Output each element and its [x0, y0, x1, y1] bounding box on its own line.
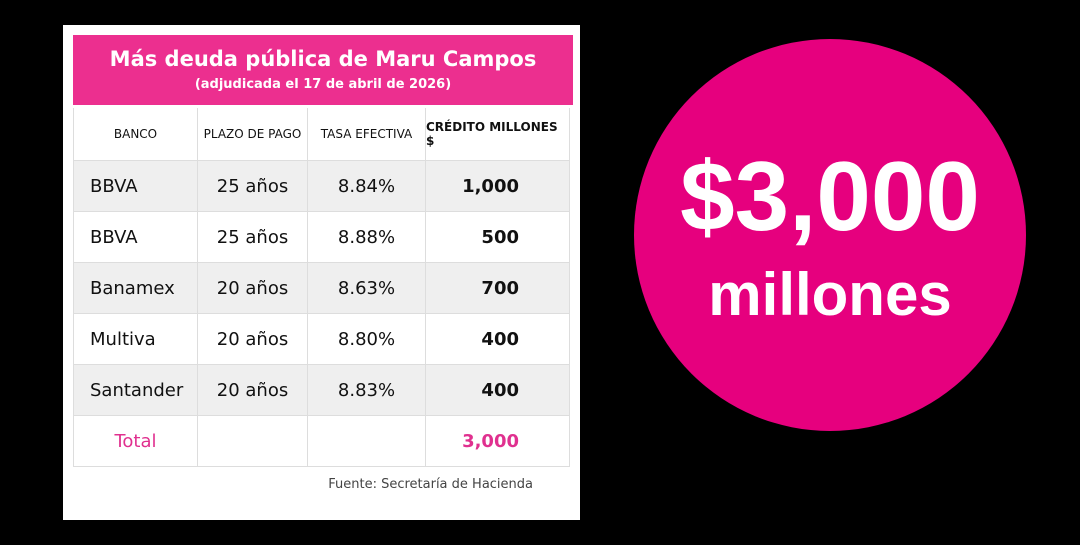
total-label: Total [73, 416, 198, 466]
table-cell: Multiva [73, 314, 198, 364]
table-row: Banamex 20 años 8.63% 700 [73, 263, 570, 314]
table-cell: Santander [73, 365, 198, 415]
source: Fuente: Secretaría de Hacienda [328, 477, 533, 492]
badge-unit: millones [708, 261, 952, 328]
table-cell: Banamex [73, 263, 198, 313]
table-row: BBVA 25 años 8.88% 500 [73, 212, 570, 263]
table-cell: 1,000 [426, 161, 570, 211]
table-cell: 8.80% [308, 314, 426, 364]
header-row: BANCO PLAZO DE PAGO TASA EFECTIVA CRÉDITO M… [73, 108, 570, 161]
column-header: BANCO [73, 108, 198, 160]
table-card: Más deuda pública de Maru Campos (adjudi… [63, 25, 580, 520]
table-cell: 20 años [198, 314, 308, 364]
badge: $3,000 millones [634, 39, 1026, 431]
table-cell: BBVA [73, 212, 198, 262]
table-cell: 20 años [198, 263, 308, 313]
column-header: TASA EFECTIVA [308, 108, 426, 160]
table-cell: 8.83% [308, 365, 426, 415]
table: BANCO PLAZO DE PAGO TASA EFECTIVA CRÉDITO M… [73, 108, 570, 467]
table-row: Santander 20 años 8.83% 400 [73, 365, 570, 416]
header: Más deuda pública de Maru Campos (adjudi… [73, 35, 573, 105]
total-row: Total 3,000 [73, 416, 570, 467]
empty-cell [198, 416, 308, 466]
column-header: CRÉDITO MILLONES $ [426, 108, 570, 160]
table-cell: 500 [426, 212, 570, 262]
badge-amount: $3,000 [680, 141, 980, 251]
column-header: PLAZO DE PAGO [198, 108, 308, 160]
title: Más deuda pública de Maru Campos [109, 47, 537, 71]
table-cell: 25 años [198, 161, 308, 211]
table-row: Multiva 20 años 8.80% 400 [73, 314, 570, 365]
table-row: BBVA 25 años 8.84% 1,000 [73, 161, 570, 212]
table-cell: 8.84% [308, 161, 426, 211]
table-cell: 25 años [198, 212, 308, 262]
table-cell: 400 [426, 365, 570, 415]
empty-cell [308, 416, 426, 466]
table-cell: BBVA [73, 161, 198, 211]
table-cell: 8.63% [308, 263, 426, 313]
table-cell: 700 [426, 263, 570, 313]
table-cell: 400 [426, 314, 570, 364]
subtitle: (adjudicada el 17 de abril de 2026) [194, 77, 452, 92]
table-cell: 8.88% [308, 212, 426, 262]
total-amount: 3,000 [426, 416, 570, 466]
table-cell: 20 años [198, 365, 308, 415]
